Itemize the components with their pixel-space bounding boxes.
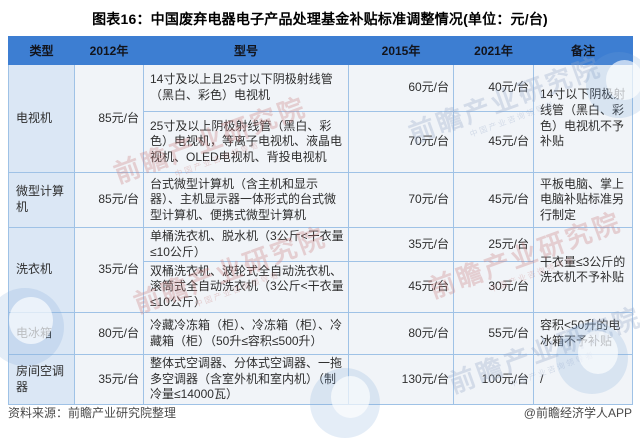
model-cell-washer-2: 双桶洗衣机、波轮式全自动洗衣机、滚筒式全自动洗衣机（3公斤<干衣量≤10公斤） bbox=[143, 261, 349, 314]
table-row-washer-2: 双桶洗衣机、波轮式全自动洗衣机、滚筒式全自动洗衣机（3公斤<干衣量≤10公斤） … bbox=[9, 261, 633, 314]
page-title: 图表16：中国废弃电器电子产品处理基金补贴标准调整情况(单位：元/台) bbox=[92, 11, 548, 27]
price-2021-cell-pc: 45元/台 bbox=[453, 172, 534, 228]
model-cell-washer-1: 单桶洗衣机、脱水机（3公斤<干衣量≤10公斤） bbox=[143, 226, 349, 263]
model-cell-pc: 台式微型计算机（含主机和显示器）、主机显示器一体形式的台式微型计算机、便携式微型… bbox=[143, 172, 349, 228]
price-2021-cell-washer-2: 30元/台 bbox=[453, 261, 534, 314]
price-2015-cell-ac: 130元/台 bbox=[348, 354, 454, 405]
model-cell-ac: 整体式空调器、分体式空调器、一拖多空调器（含室外机和室内机）（制冷量≤14000… bbox=[143, 354, 349, 405]
type-cell-washer: 洗衣机 bbox=[8, 226, 75, 314]
data-source-note: 资料来源：前瞻产业研究院整理 bbox=[8, 406, 177, 420]
price-2015-cell-pc: 70元/台 bbox=[348, 172, 454, 228]
model-cell-tv-2: 25寸及以上阴极射线管（黑白、彩色）电视机，等离子电视机、液晶电视机、OLED电… bbox=[143, 111, 349, 173]
type-cell-fridge: 电冰箱 bbox=[8, 312, 75, 356]
price-2015-cell-tv-2: 70元/台 bbox=[348, 111, 454, 173]
col-header-type: 类型 bbox=[8, 36, 75, 65]
type-cell-ac: 房间空调器 bbox=[8, 354, 75, 405]
price-2021-cell-washer-1: 25元/台 bbox=[453, 226, 534, 263]
footer: 资料来源：前瞻产业研究院整理 @前瞻经济学人APP bbox=[8, 404, 632, 421]
remark-cell-ac: / bbox=[533, 354, 633, 405]
remark-cell-tv: 14寸以下阴极射线管（黑白、彩色）电视机不予补贴 bbox=[533, 64, 633, 173]
model-cell-tv-1: 14寸及以上且25寸以下阴极射线管（黑白、彩色）电视机 bbox=[143, 64, 349, 112]
subsidy-standards-table: 类型 2012年 型号 2015年 2021年 备注 电视机 85元/台 14寸… bbox=[8, 36, 633, 405]
price-2012-cell-pc: 85元/台 bbox=[74, 172, 144, 228]
remark-cell-fridge: 容积<50升的电冰箱不予补贴 bbox=[533, 312, 633, 356]
price-2012-cell-tv: 85元/台 bbox=[74, 64, 144, 173]
col-header-model: 型号 bbox=[143, 36, 349, 65]
price-2015-cell-tv-1: 60元/台 bbox=[348, 64, 454, 112]
table-row-washer-1: 洗衣机 35元/台 单桶洗衣机、脱水机（3公斤<干衣量≤10公斤） 35元/台 … bbox=[8, 226, 633, 314]
col-header-2021: 2021年 bbox=[453, 36, 534, 65]
table-row-ac: 房间空调器 35元/台 整体式空调器、分体式空调器、一拖多空调器（含室外机和室内… bbox=[8, 354, 633, 405]
type-cell-tv: 电视机 bbox=[8, 64, 75, 173]
price-2021-cell-tv-2: 45元/台 bbox=[453, 111, 534, 173]
remark-cell-washer: 干衣量≤3公斤的洗衣机不予补贴 bbox=[533, 226, 633, 314]
table-row-tv-2: 25寸及以上阴极射线管（黑白、彩色）电视机，等离子电视机、液晶电视机、OLED电… bbox=[9, 111, 633, 173]
col-header-2012: 2012年 bbox=[74, 36, 144, 65]
price-2021-cell-fridge: 55元/台 bbox=[453, 312, 534, 356]
model-cell-fridge: 冷藏冷冻箱（柜）、冷冻箱（柜）、冷藏箱（柜）（50升≤容积≤500升） bbox=[143, 312, 349, 356]
table-row-fridge: 电冰箱 80元/台 冷藏冷冻箱（柜）、冷冻箱（柜）、冷藏箱（柜）（50升≤容积≤… bbox=[8, 312, 633, 356]
table-header-row: 类型 2012年 型号 2015年 2021年 备注 bbox=[8, 36, 633, 65]
col-header-2015: 2015年 bbox=[348, 36, 454, 65]
price-2021-cell-ac: 100元/台 bbox=[453, 354, 534, 405]
price-2015-cell-washer-2: 45元/台 bbox=[348, 261, 454, 314]
price-2015-cell-washer-1: 35元/台 bbox=[348, 226, 454, 263]
price-2021-cell-tv-1: 40元/台 bbox=[453, 64, 534, 112]
col-header-remark: 备注 bbox=[533, 36, 633, 65]
credit-note: @前瞻经济学人APP bbox=[523, 406, 632, 420]
type-cell-pc: 微型计算机 bbox=[8, 172, 75, 228]
table-row-tv-1: 电视机 85元/台 14寸及以上且25寸以下阴极射线管（黑白、彩色）电视机 60… bbox=[8, 64, 633, 173]
price-2012-cell-ac: 35元/台 bbox=[74, 354, 144, 405]
table-row-pc: 微型计算机 85元/台 台式微型计算机（含主机和显示器）、主机显示器一体形式的台… bbox=[8, 172, 633, 228]
remark-cell-pc: 平板电脑、掌上电脑补贴标准另行制定 bbox=[533, 172, 633, 228]
price-2015-cell-fridge: 80元/台 bbox=[348, 312, 454, 356]
price-2012-cell-washer: 35元/台 bbox=[74, 226, 144, 314]
price-2012-cell-fridge: 80元/台 bbox=[74, 312, 144, 356]
